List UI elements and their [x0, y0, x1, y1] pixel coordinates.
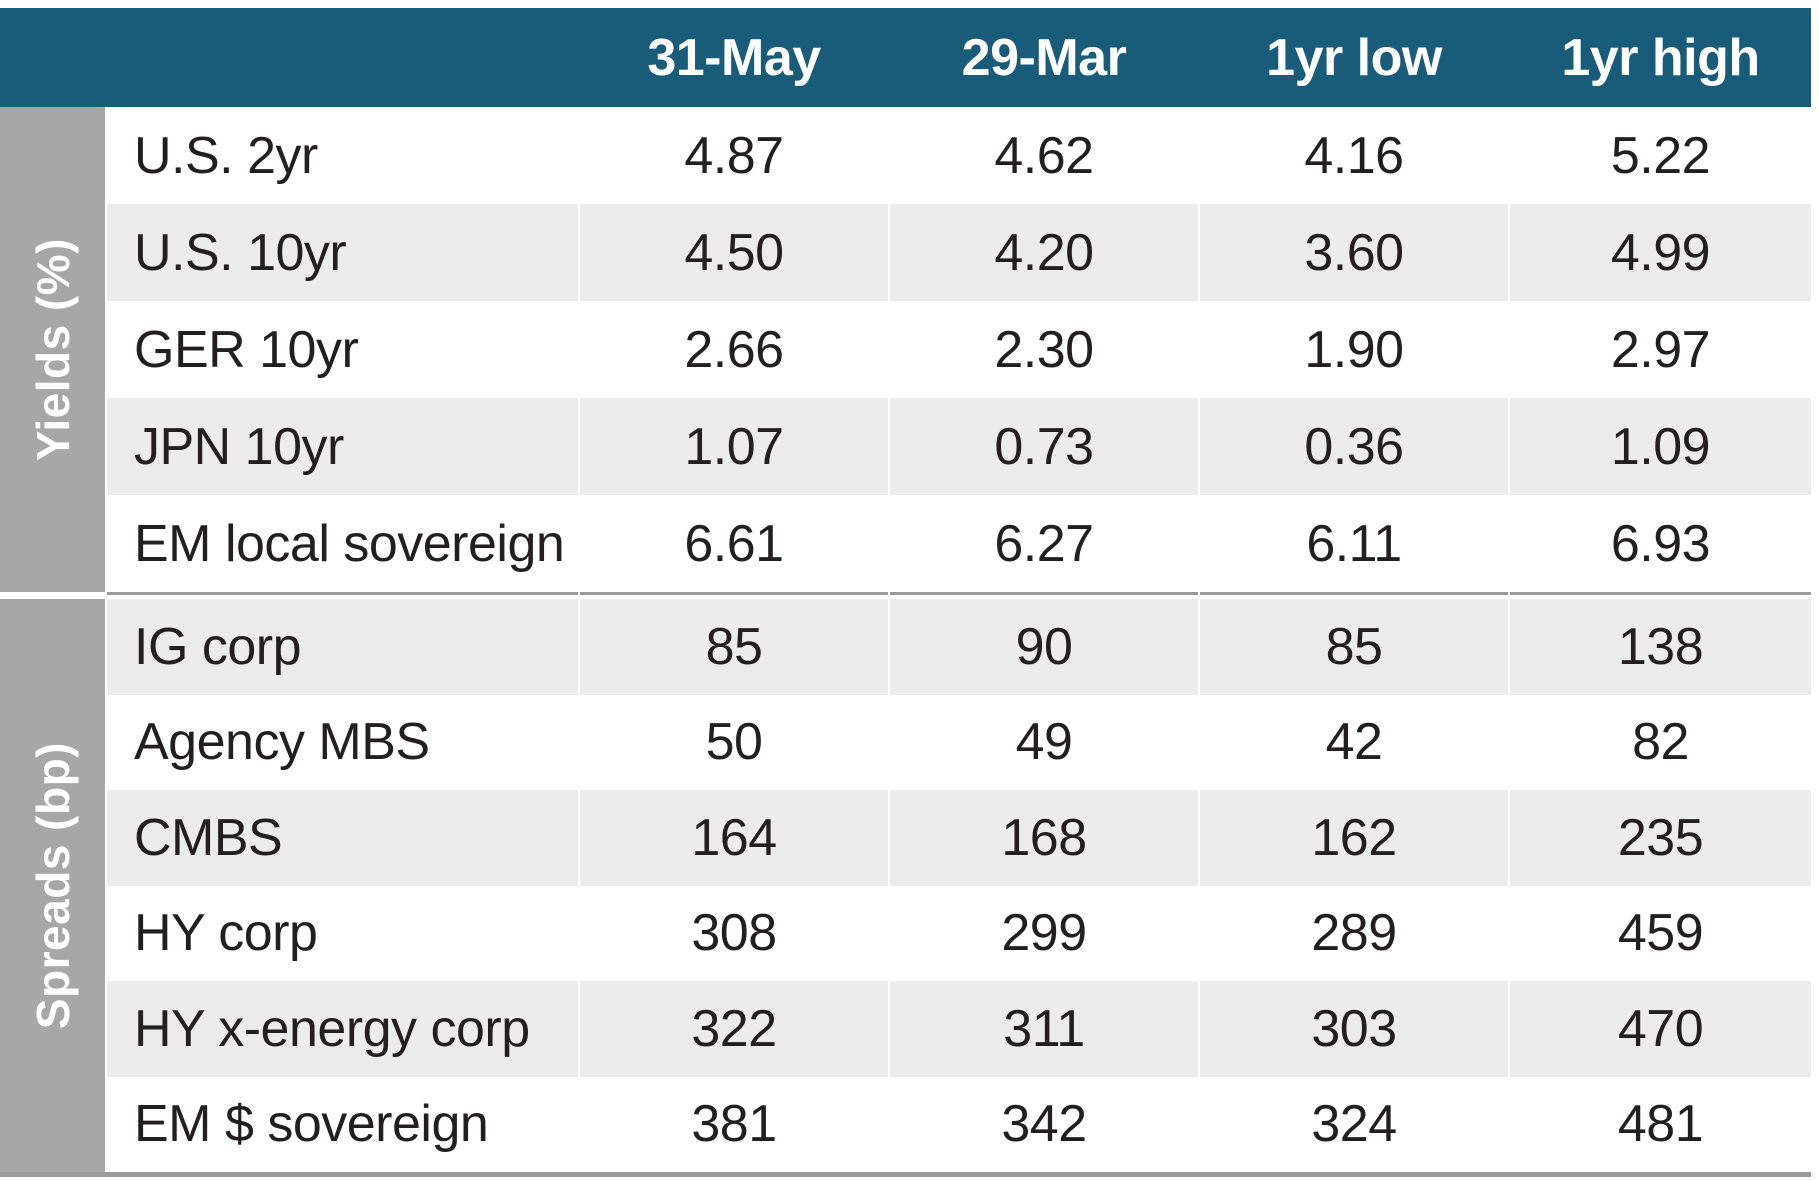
value-cell: 0.73 — [890, 398, 1198, 495]
row-label: CMBS — [107, 790, 578, 886]
value-cell: 308 — [580, 885, 888, 981]
value-cell: 459 — [1510, 885, 1811, 981]
row-label: HY x-energy corp — [107, 981, 578, 1077]
value-cell: 3.60 — [1200, 204, 1508, 301]
row-label: EM local sovereign — [107, 495, 578, 592]
row-label: IG corp — [107, 599, 578, 695]
value-cell: 1.90 — [1200, 301, 1508, 398]
column-header-1yr-low: 1yr low — [1266, 28, 1442, 87]
row-label: GER 10yr — [107, 301, 578, 398]
value-cell: 6.11 — [1200, 495, 1508, 592]
value-cell: 2.66 — [580, 301, 888, 398]
value-cell: 85 — [580, 599, 888, 695]
value-cell: 2.30 — [890, 301, 1198, 398]
value-cell: 381 — [580, 1076, 888, 1172]
row-label: JPN 10yr — [107, 398, 578, 495]
value-cell: 6.61 — [580, 495, 888, 592]
value-cell: 4.16 — [1200, 107, 1508, 204]
table-body: Yields (%) Spreads (bp) U.S. 2yr 4.87 4.62… — [0, 107, 1811, 1172]
value-cell: 4.99 — [1510, 204, 1811, 301]
value-cell: 4.62 — [890, 107, 1198, 204]
value-cell: 322 — [580, 981, 888, 1077]
value-cell: 1.07 — [580, 398, 888, 495]
value-cell: 4.20 — [890, 204, 1198, 301]
value-cell: 50 — [580, 694, 888, 790]
yields-section-label: Yields (%) — [26, 237, 79, 462]
value-cell: 289 — [1200, 885, 1508, 981]
row-label: U.S. 2yr — [107, 107, 578, 204]
value-cell: 481 — [1510, 1076, 1811, 1172]
value-cell: 0.36 — [1200, 398, 1508, 495]
section-divider — [890, 592, 1198, 599]
value-cell: 470 — [1510, 981, 1811, 1077]
value-cell: 303 — [1200, 981, 1508, 1077]
value-cell: 82 — [1510, 694, 1811, 790]
row-label: U.S. 10yr — [107, 204, 578, 301]
section-divider — [580, 592, 888, 599]
value-cell: 162 — [1200, 790, 1508, 886]
value-cell: 4.50 — [580, 204, 888, 301]
value-cell: 1.09 — [1510, 398, 1811, 495]
value-cell: 164 — [580, 790, 888, 886]
value-cell: 311 — [890, 981, 1198, 1077]
row-label: Agency MBS — [107, 694, 578, 790]
column-header-29-mar: 29-Mar — [961, 28, 1127, 87]
row-label: EM $ sovereign — [107, 1076, 578, 1172]
column-header-1yr-high: 1yr high — [1561, 28, 1760, 87]
row-label: HY corp — [107, 885, 578, 981]
spreads-section-sidebar: Spreads (bp) — [0, 599, 105, 1172]
value-cell: 324 — [1200, 1076, 1508, 1172]
value-cell: 85 — [1200, 599, 1508, 695]
value-cell: 168 — [890, 790, 1198, 886]
value-cell: 235 — [1510, 790, 1811, 886]
value-cell: 6.93 — [1510, 495, 1811, 592]
value-cell: 4.87 — [580, 107, 888, 204]
value-cell: 6.27 — [890, 495, 1198, 592]
yields-section-sidebar: Yields (%) — [0, 107, 105, 592]
value-cell: 342 — [890, 1076, 1198, 1172]
table-bottom-border — [0, 1172, 1811, 1177]
value-cell: 299 — [890, 885, 1198, 981]
value-cell: 5.22 — [1510, 107, 1811, 204]
section-divider — [107, 592, 578, 599]
table-header-row: 31-May 29-Mar 1yr low 1yr high — [0, 8, 1811, 107]
value-cell: 2.97 — [1510, 301, 1811, 398]
value-cell: 90 — [890, 599, 1198, 695]
section-divider — [1510, 592, 1811, 599]
column-header-31-may: 31-May — [647, 28, 821, 87]
section-divider — [1200, 592, 1508, 599]
value-cell: 42 — [1200, 694, 1508, 790]
value-cell: 49 — [890, 694, 1198, 790]
spreads-section-label: Spreads (bp) — [26, 741, 79, 1030]
value-cell: 138 — [1510, 599, 1811, 695]
